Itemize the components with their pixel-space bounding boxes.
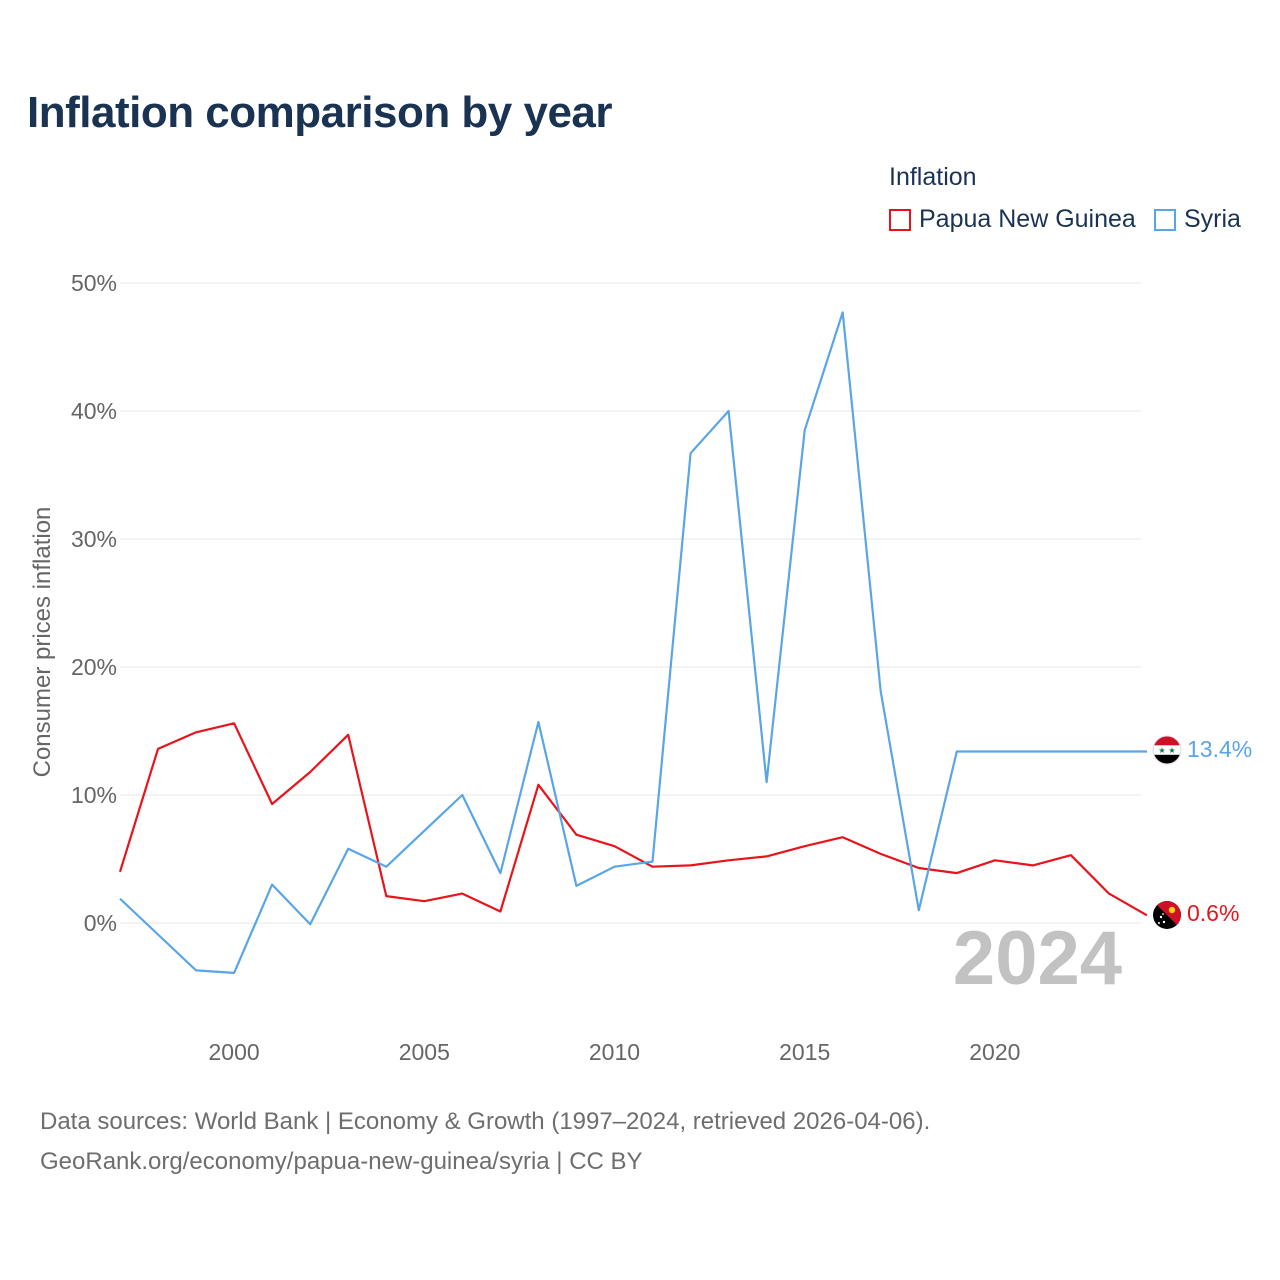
x-tick-label: 2000 [209, 1039, 260, 1065]
y-tick-label: 50% [71, 270, 117, 296]
legend-label-syria: Syria [1184, 205, 1241, 233]
svg-text:★: ★ [1168, 746, 1175, 755]
legend-swatch-syria [1154, 208, 1176, 231]
gridlines [120, 282, 1141, 924]
footer-sources: Data sources: World Bank | Economy & Gro… [40, 1108, 931, 1135]
series-line-papua-new-guinea[interactable] [118, 722, 1148, 917]
papua-new-guinea-flag-icon [1153, 901, 1181, 929]
end-flags: ★ ★ [1152, 735, 1182, 929]
y-tick-label: 40% [71, 398, 117, 424]
y-tick-label: 10% [71, 782, 117, 808]
legend-swatch-papua-new-guinea [889, 208, 911, 231]
series-lines [118, 311, 1148, 975]
svg-text:★: ★ [1158, 746, 1165, 755]
x-tick-label: 2005 [399, 1039, 450, 1065]
end-label-syria: 13.4% [1187, 736, 1252, 762]
x-axis-ticks: 2000 2005 2010 2015 2020 [209, 1039, 1021, 1065]
page-title: Inflation comparison by year [27, 88, 613, 137]
legend-title: Inflation [889, 163, 977, 191]
y-tick-label: 20% [71, 654, 117, 680]
x-tick-label: 2010 [589, 1039, 640, 1065]
x-tick-label: 2015 [779, 1039, 830, 1065]
x-tick-label: 2020 [969, 1039, 1020, 1065]
syria-flag-icon: ★ ★ [1152, 735, 1182, 765]
legend-item-papua-new-guinea[interactable]: Papua New Guinea [889, 205, 1136, 234]
legend-label-papua-new-guinea: Papua New Guinea [919, 205, 1136, 233]
y-axis-label: Consumer prices inflation [29, 507, 56, 778]
end-label-papua-new-guinea: 0.6% [1187, 900, 1239, 926]
footer-attribution[interactable]: GeoRank.org/economy/papua-new-guinea/syr… [40, 1148, 643, 1175]
series-line-syria[interactable] [119, 311, 1147, 975]
legend-item-syria[interactable]: Syria [1154, 205, 1241, 234]
y-tick-label: 0% [84, 910, 117, 936]
y-tick-label: 30% [71, 526, 117, 552]
year-watermark: 2024 [953, 916, 1122, 1001]
line-chart: 0% 10% 20% 30% 40% 50% 2000 2005 2010 2015 2020 C… [29, 270, 1252, 1065]
y-axis-ticks: 0% 10% 20% 30% 40% 50% [71, 270, 117, 936]
